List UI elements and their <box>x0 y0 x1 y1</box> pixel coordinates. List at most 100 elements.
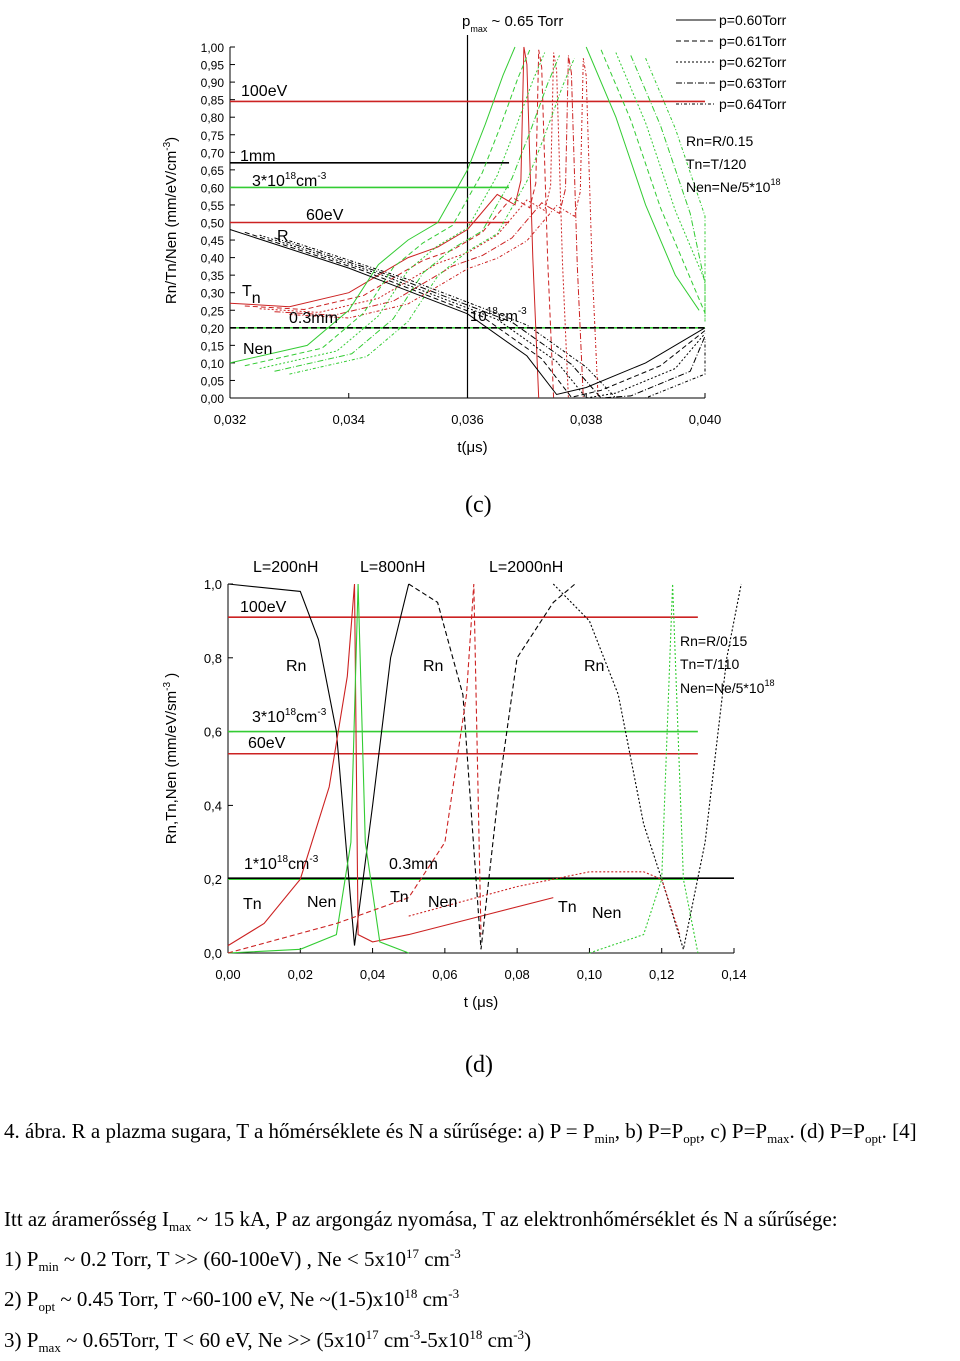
y-tick-label: 0,80 <box>201 111 225 125</box>
figure-caption: 4. ábra. R a plazma sugara, T a hőmérsék… <box>4 1118 956 1152</box>
x-tick-label: 0,040 <box>689 412 722 427</box>
y-tick-label: 0,6 <box>204 725 222 740</box>
body-text: Itt az áramerősség Imax ~ 15 kA, P az ar… <box>4 1206 956 1361</box>
legend-entry: p=0.60Torr <box>719 12 787 28</box>
annotation-label: 0.3mm <box>289 310 338 327</box>
y-tick-label: 1,00 <box>201 41 225 55</box>
y-tick-label: 0,20 <box>201 322 225 336</box>
list-item: 1) Pmin ~ 0.2 Torr, T >> (60-100eV) , Ne… <box>4 1246 461 1275</box>
series-line <box>227 583 410 946</box>
annotation-label: Nen <box>592 905 621 922</box>
y-axis-label: Rn/Tn/Nen (mm/eV/cm-3) <box>162 137 180 304</box>
series-line <box>244 49 555 399</box>
annotation-label: Nen <box>243 341 272 358</box>
series-line <box>408 583 576 950</box>
y-tick-label: 0,05 <box>201 374 225 388</box>
y-tick-label: 0,10 <box>201 357 225 371</box>
figure-d-label: (d) <box>465 1052 493 1078</box>
y-tick-label: 0,8 <box>204 651 222 666</box>
y-tick-label: 0,00 <box>201 392 225 406</box>
y-axis-label: Rn,Tn,Nen (mm/eV/sm-3 ) <box>162 673 180 844</box>
normalization-label: Nen=Ne/5*1018 <box>686 177 781 195</box>
y-tick-label: 0,60 <box>201 181 225 195</box>
series-line <box>259 52 569 399</box>
series-line <box>274 55 584 399</box>
series-line <box>229 229 706 396</box>
x-tick-label: 0,10 <box>577 967 602 982</box>
y-tick-label: 0,30 <box>201 287 225 301</box>
x-tick-label: 0,00 <box>215 967 240 982</box>
annotation-label: Tn <box>558 899 577 916</box>
annotation-label: R <box>277 228 289 245</box>
chart-d-series <box>227 583 742 954</box>
annotation-label: 0.3mm <box>389 856 438 873</box>
series-line <box>585 46 700 311</box>
y-tick-label: 0,55 <box>201 199 225 213</box>
y-tick-label: 0,40 <box>201 252 225 266</box>
legend-entry: p=0.62Torr <box>719 54 787 70</box>
legend: p=0.60Torr p=0.61Torr p=0.62Torr p=0.63Torr… <box>676 12 787 112</box>
y-tick-label: 0,35 <box>201 269 225 283</box>
series-line <box>244 49 531 367</box>
x-tick-label: 0,038 <box>570 412 603 427</box>
normalization-label: Nen=Ne/5*1018 <box>680 678 775 696</box>
annotation-label: Rn <box>286 658 306 675</box>
inductance-label: L=2000nH <box>489 559 563 576</box>
x-tick-label: 0,06 <box>432 967 457 982</box>
y-tick-label: 0,90 <box>201 76 225 90</box>
series-line <box>227 583 409 954</box>
list-item: 3) Pmax ~ 0.65Torr, T < 60 eV, Ne >> (5x… <box>4 1326 532 1355</box>
y-tick-label: 0,4 <box>204 798 222 813</box>
x-tick-label: 0,12 <box>649 967 674 982</box>
annotation-label: 60eV <box>248 735 286 752</box>
series-line <box>229 46 516 364</box>
chart-d-axes: 0,0 0,2 0,4 0,6 0,8 1,0 0,00 0,02 0,04 0,06 0,08 0,… <box>162 577 747 1011</box>
inductance-label: L=800nH <box>360 559 425 576</box>
series-line <box>630 55 706 319</box>
series-line <box>227 583 554 947</box>
y-tick-label: 0,75 <box>201 129 225 143</box>
legend-entry: p=0.63Torr <box>719 75 787 91</box>
x-axis-label: t(μs) <box>457 439 487 456</box>
series-line <box>289 58 599 399</box>
series-line <box>289 58 575 375</box>
normalization-label: Rn=R/0.15 <box>686 133 754 149</box>
legend-entry: p=0.61Torr <box>719 33 787 49</box>
chart-d: 0,0 0,2 0,4 0,6 0,8 1,0 0,00 0,02 0,04 0,06 0,08 0,… <box>162 559 775 1011</box>
caption-line: 4. ábra. R a plazma sugara, T a hőmérsék… <box>4 1119 917 1147</box>
x-tick-label: 0,02 <box>288 967 313 982</box>
x-tick-label: 0,14 <box>721 967 746 982</box>
chart-c-annotations: 100eV 1mm 3*1018cm-3 60eV R Tn 0.3mm 1018cm-3 Ne… <box>240 12 787 358</box>
annotation-label: Nen <box>428 894 457 911</box>
x-tick-label: 0,08 <box>504 967 529 982</box>
list-item: 2) Popt ~ 0.45 Torr, T ~60-100 eV, Ne ~(… <box>4 1286 460 1315</box>
normalization-label: Tn=T/110 <box>680 656 739 672</box>
series-line <box>408 871 681 935</box>
body-paragraph: Itt az áramerősség Imax ~ 15 kA, P az ar… <box>4 1207 838 1235</box>
x-tick-label: 0,036 <box>451 412 484 427</box>
annotation-label: Nen <box>307 894 336 911</box>
annotation-label: 60eV <box>306 207 344 224</box>
y-tick-label: 0,25 <box>201 304 225 318</box>
series-line <box>274 237 706 399</box>
annotation-label: 1018cm-3 <box>470 306 527 325</box>
series-line <box>259 52 546 369</box>
series-line <box>645 58 706 322</box>
y-tick-label: 0,85 <box>201 94 225 108</box>
figure-c-label: (c) <box>465 492 492 518</box>
y-tick-label: 0,95 <box>201 59 225 73</box>
y-tick-label: 0,2 <box>204 872 222 887</box>
annotation-label: 1mm <box>240 148 276 165</box>
inductance-label: L=200nH <box>253 559 318 576</box>
series-line <box>289 240 706 399</box>
x-axis-label: t (μs) <box>464 994 498 1011</box>
annotation-label: Rn <box>423 658 443 675</box>
x-tick-label: 0,034 <box>332 412 365 427</box>
chart-c: 0,00 0,05 0,10 0,15 0,20 0,25 0,30 0,35 0,40 0,45… <box>162 12 787 456</box>
series-line <box>552 583 742 950</box>
annotation-label: 1*1018cm-3 <box>244 854 319 873</box>
annotation-label: 100eV <box>241 83 288 100</box>
y-tick-label: 0,65 <box>201 164 225 178</box>
x-tick-label: 0,04 <box>360 967 385 982</box>
series-line <box>244 231 706 398</box>
